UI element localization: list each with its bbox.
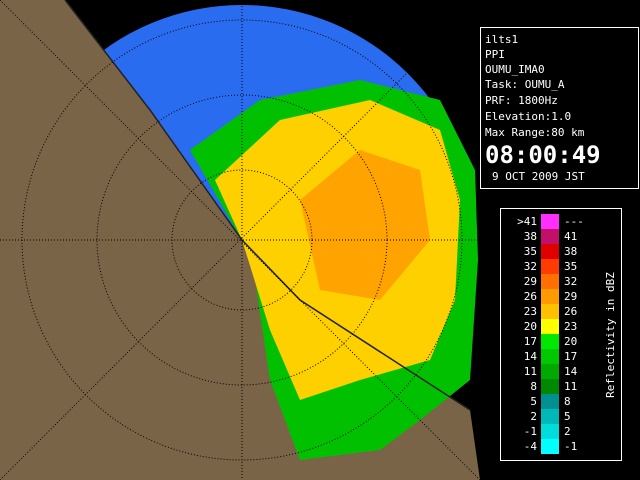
mode: PPI — [485, 48, 505, 61]
legend-swatch — [541, 229, 559, 244]
product: OUMU_IMA0 — [485, 63, 545, 76]
legend-high: 29 — [564, 290, 577, 303]
legend-swatch — [541, 304, 559, 319]
info-panel — [480, 27, 639, 189]
legend-low: 5 — [530, 395, 537, 408]
legend-swatch — [541, 289, 559, 304]
date: 9 OCT 2009 JST — [492, 170, 585, 183]
legend-swatch — [541, 379, 559, 394]
legend-swatch — [541, 349, 559, 364]
legend-swatch — [541, 259, 559, 274]
legend-high: 35 — [564, 260, 577, 273]
legend-swatch — [541, 334, 559, 349]
legend-low: 35 — [524, 245, 537, 258]
legend-low: -1 — [524, 425, 537, 438]
legend-low: 38 — [524, 230, 537, 243]
legend-low: 20 — [524, 320, 537, 333]
legend-swatch — [541, 409, 559, 424]
legend-low: 11 — [524, 365, 537, 378]
legend-high: 41 — [564, 230, 577, 243]
radar-map — [0, 0, 480, 480]
legend-swatch — [541, 319, 559, 334]
prf: PRF: 1800Hz — [485, 94, 558, 107]
legend-high: 17 — [564, 350, 577, 363]
legend-high: 23 — [564, 320, 577, 333]
legend-swatch — [541, 439, 559, 454]
legend-low: >41 — [517, 215, 537, 228]
legend-high: 11 — [564, 380, 577, 393]
legend-swatch — [541, 364, 559, 379]
legend-swatch — [541, 424, 559, 439]
legend-high: 5 — [564, 410, 571, 423]
station: ilts1 — [485, 33, 518, 46]
legend-high: 2 — [564, 425, 571, 438]
legend-high: 8 — [564, 395, 571, 408]
echo-strong — [300, 150, 430, 300]
legend-high: 26 — [564, 305, 577, 318]
legend-high: -1 — [564, 440, 577, 453]
legend-low: 2 — [530, 410, 537, 423]
legend-high: 38 — [564, 245, 577, 258]
legend-low: 23 — [524, 305, 537, 318]
time: 08:00:49 — [485, 141, 601, 169]
legend-swatch — [541, 274, 559, 289]
legend-high: 14 — [564, 365, 578, 378]
legend-low: 32 — [524, 260, 537, 273]
range-rings — [0, 0, 480, 480]
legend-swatch — [541, 214, 559, 229]
legend-high: 20 — [564, 335, 577, 348]
max-range: Max Range:80 km — [485, 126, 585, 139]
legend-low: 14 — [524, 350, 538, 363]
legend-swatch — [541, 244, 559, 259]
legend-swatch — [541, 394, 559, 409]
elevation: Elevation:1.0 — [485, 110, 571, 123]
legend-low: -4 — [524, 440, 538, 453]
legend-low: 26 — [524, 290, 537, 303]
legend-low: 8 — [530, 380, 537, 393]
legend-high: 32 — [564, 275, 577, 288]
task: Task: OUMU_A — [485, 78, 565, 91]
legend-title: Reflectivity in dBZ — [604, 272, 617, 398]
legend-panel — [500, 208, 622, 461]
legend-low: 29 — [524, 275, 537, 288]
legend-high: --- — [564, 215, 584, 228]
legend-low: 17 — [524, 335, 537, 348]
